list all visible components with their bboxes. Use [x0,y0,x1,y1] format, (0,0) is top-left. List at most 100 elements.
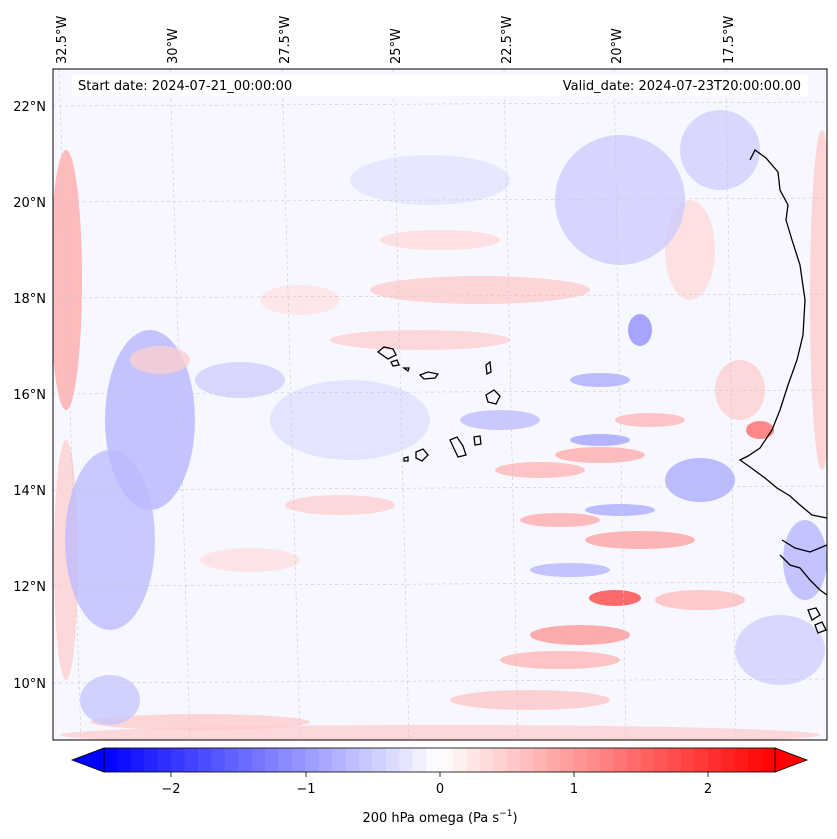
valid-date-label: Valid_date: 2024-07-23T20:00:00.00 [563,79,801,94]
colorbar-label: 200 hPa omega (Pa s−1) [362,809,517,826]
omega-contour [585,531,695,549]
lat-label: 20°N [13,196,46,211]
omega-contour [200,548,300,572]
omega-contour [615,413,685,427]
colorbar-band [640,748,655,772]
lon-label: 27.5°W [278,16,293,64]
omega-contour [260,285,340,315]
omega-contour [555,447,645,463]
colorbar-band [520,748,535,772]
lat-label: 10°N [13,677,46,692]
lon-label: 32.5°W [55,16,70,64]
colorbar-band [412,748,427,772]
colorbar-band [694,748,709,772]
map-frame [52,68,828,741]
omega-contour [350,155,510,205]
omega-contour [370,276,590,304]
colorbar-extend-high [774,747,809,773]
cape-verde-sao-nicolau [418,371,440,380]
lat-label: 18°N [13,292,46,307]
omega-contour [270,380,430,460]
colorbar-ticks [170,772,709,777]
omega-contour [715,360,765,420]
colorbar-band [197,748,212,772]
colorbar-bands [104,748,776,772]
colorbar-band [560,748,575,772]
cape-verde-maio [473,435,482,446]
omega-contour [520,513,600,527]
cape-verde-santo-antao [376,346,397,360]
cape-verde-sal [485,360,492,375]
colorbar-extend-low [70,747,105,773]
colorbar-band [667,748,682,772]
omega-contour [285,495,395,515]
colorbar-band [479,748,494,772]
colorbar-tick-label: 0 [436,782,444,797]
colorbar-tick-label: 2 [704,782,712,797]
colorbar-band [573,748,588,772]
omega-contour [53,150,82,410]
colorbar-band [761,748,776,772]
colorbar-band [748,748,763,772]
longitude-labels: 32.5°W 30°W 27.5°W 25°W 22.5°W 20°W 17.5… [55,16,737,64]
omega-contour [570,373,630,387]
omega-contour [735,615,825,685]
colorbar-band [439,748,454,772]
omega-contour [65,450,155,630]
colorbar-band [291,748,306,772]
start-date-label: Start date: 2024-07-21_00:00:00 [78,79,292,94]
omega-contour [530,625,630,645]
colorbar-band [117,748,132,772]
colorbar-band [144,748,159,772]
west-africa-coastline [738,149,827,519]
colorbar-band [399,748,414,772]
omega-contour [589,590,641,606]
colorbar-band [358,748,373,772]
meridian-line [392,69,410,740]
colorbar-band [627,748,642,772]
colorbar-tick-label: 1 [570,782,578,797]
lat-label: 14°N [13,484,46,499]
map-panel [52,68,828,741]
colorbar-band [721,748,736,772]
colorbar-band [681,748,696,772]
omega-contour [495,462,585,478]
colorbar-band [600,748,615,772]
omega-field [53,110,827,740]
bijagos-islands [807,607,827,634]
omega-contour [655,590,745,610]
omega-contour [585,504,655,516]
meridian-line [725,69,737,740]
omega-contour [810,130,827,470]
colorbar-frame [103,747,776,773]
meridian-line [503,69,519,740]
omega-contour [628,314,652,346]
colorbar-band [332,748,347,772]
graticule [53,69,827,740]
colorbar-band [278,748,293,772]
colorbar-band [734,748,749,772]
colorbar-tick-labels: −2 −1 0 1 2 [161,782,712,797]
colorbar-band [238,748,253,772]
colorbar-band [452,748,467,772]
cape-verde-boa-vista [485,389,501,405]
colorbar-band [130,748,145,772]
colorbar-tick-label: −2 [161,782,180,797]
colorbar-band [385,748,400,772]
omega-contour [555,135,685,265]
colorbar-band [345,748,360,772]
lon-label: 22.5°W [500,16,515,64]
omega-contour [80,675,140,725]
cape-verde-fogo [415,448,429,462]
colorbar-band [587,748,602,772]
colorbar: −2 −1 0 1 2 200 hPa omega (Pa s−1) [70,747,809,826]
lat-label: 22°N [13,100,46,115]
omega-contour [665,458,735,502]
colorbar-band [654,748,669,772]
colorbar-band [251,748,266,772]
omega-contour [90,714,310,730]
cape-verde-santa-luzia [402,367,410,373]
omega-contour [330,330,510,350]
omega-contour [530,563,610,577]
